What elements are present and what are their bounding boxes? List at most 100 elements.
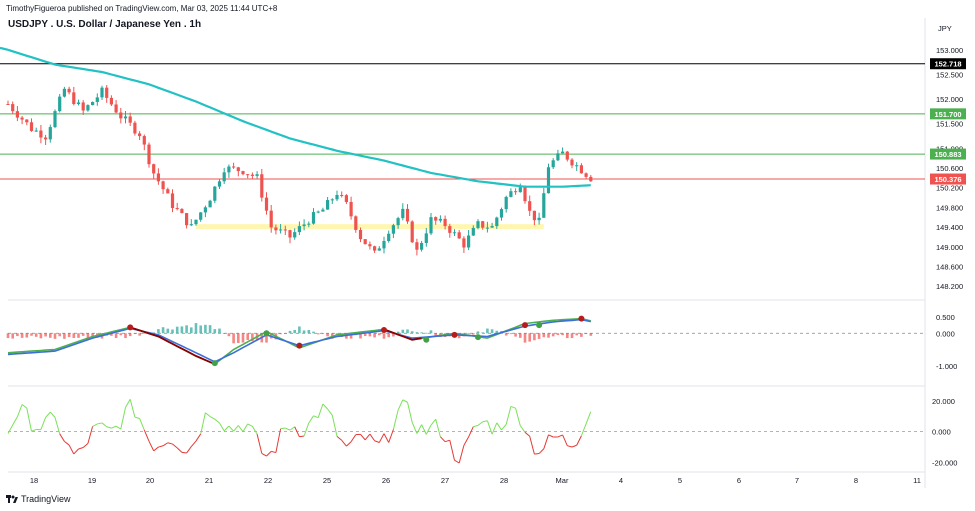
- price-tag-bg: [930, 148, 966, 160]
- oscillator-segment: [538, 448, 545, 454]
- macd-histogram-bar: [396, 331, 400, 334]
- currency-label: JPY: [938, 24, 952, 33]
- tradingview-brand[interactable]: TradingView: [6, 494, 71, 504]
- time-tick-label: 21: [205, 476, 213, 485]
- macd-histogram-bar: [237, 333, 240, 343]
- price-tag-label: 151.700: [934, 110, 961, 119]
- oscillator-segment: [223, 425, 230, 432]
- candle-body: [105, 87, 109, 98]
- oscillator-segment: [73, 448, 79, 455]
- macd-histogram-bar: [279, 333, 282, 335]
- cross-marker: [536, 322, 543, 329]
- price-tick-label: 150.600: [936, 164, 963, 173]
- macd-histogram-bar: [218, 328, 221, 334]
- candle-body: [499, 209, 504, 218]
- candle-body: [420, 243, 424, 250]
- candle-body: [100, 87, 104, 98]
- macd-histogram-bar: [222, 333, 226, 334]
- macd-histogram-bar: [363, 333, 367, 337]
- oscillator-segment: [425, 424, 432, 435]
- oscillator-segment: [214, 418, 220, 424]
- candle-body: [246, 174, 250, 176]
- price-tick-label: 148.600: [936, 262, 963, 271]
- candle-body: [514, 191, 518, 193]
- oscillator-segment: [473, 424, 479, 428]
- candle-body: [556, 153, 560, 161]
- oscillator-segment: [219, 422, 225, 432]
- oscillator-segment: [45, 411, 51, 418]
- oscillator-segment: [139, 418, 145, 431]
- macd-histogram-bar: [528, 333, 531, 342]
- candle-body: [123, 116, 128, 119]
- candle-body: [222, 172, 226, 182]
- candle-body: [72, 92, 76, 105]
- candle-body: [91, 101, 95, 106]
- oscillator-segment: [454, 459, 460, 464]
- oscillator-segment: [92, 423, 98, 427]
- oscillator-segment: [49, 411, 56, 418]
- candle-body: [452, 232, 457, 234]
- macd-histogram-bar: [406, 329, 409, 334]
- candle-body: [528, 201, 532, 211]
- oscillator-segment: [505, 406, 512, 425]
- candle-body: [260, 174, 264, 198]
- candle-body: [147, 144, 151, 165]
- candle-body: [161, 181, 165, 190]
- macd-histogram-bar: [495, 330, 499, 334]
- candle-body: [405, 208, 410, 222]
- macd-histogram-bar: [547, 333, 550, 338]
- candle-body: [288, 230, 292, 238]
- macd-histogram-bar: [349, 333, 353, 339]
- oscillator-segment: [134, 416, 140, 419]
- candle-body: [396, 218, 400, 226]
- oscillator-segment: [200, 412, 206, 435]
- symbol-title[interactable]: USDJPY . U.S. Dollar / Japanese Yen . 1h: [8, 19, 202, 30]
- oscillator-segment: [557, 434, 563, 438]
- macd-histogram-bar: [190, 327, 193, 334]
- price-tag-label: 150.376: [934, 175, 961, 184]
- oscillator-segment: [402, 399, 408, 403]
- candle-body: [373, 246, 377, 251]
- candle-body: [316, 211, 320, 213]
- candle-body: [250, 174, 254, 176]
- oscillator-segment: [129, 399, 136, 418]
- macd-line: [7, 318, 591, 363]
- candle-body: [321, 209, 325, 212]
- price-tag-bg: [930, 173, 966, 185]
- macd-histogram-bar: [246, 333, 249, 341]
- oscillator-segment: [571, 444, 577, 448]
- candle-body: [589, 176, 593, 182]
- time-tick-label: Mar: [556, 476, 569, 485]
- oscillator-segment: [308, 415, 314, 424]
- macd-histogram-bar: [39, 333, 43, 339]
- candle-body: [546, 167, 551, 194]
- candle-body: [391, 225, 395, 234]
- candle-body: [354, 216, 358, 230]
- macd-histogram-bar: [91, 333, 94, 338]
- candle-body: [481, 221, 485, 228]
- macd-histogram-bar: [359, 333, 362, 339]
- candle-body: [114, 104, 118, 113]
- oscillator-segment: [237, 425, 244, 432]
- oscillator-segment: [331, 415, 338, 437]
- macd-histogram-bar: [175, 326, 179, 334]
- candle-body: [189, 224, 193, 226]
- candle-body: [462, 238, 466, 248]
- macd-histogram-bar: [119, 333, 123, 336]
- oscillator-segment: [280, 427, 286, 430]
- candle-body: [307, 223, 311, 225]
- candle-body: [349, 201, 353, 217]
- price-tag-label: 152.718: [934, 60, 961, 69]
- time-tick-label: 6: [737, 476, 741, 485]
- oscillator-segment: [322, 403, 328, 410]
- candle-body: [368, 244, 372, 247]
- candle-body: [575, 165, 579, 167]
- price-tick-label: 150.200: [936, 184, 963, 193]
- candle-body: [166, 189, 170, 194]
- macd-tick-label: 0.000: [936, 329, 955, 338]
- macd-histogram-bar: [63, 333, 66, 339]
- oscillator-segment: [12, 416, 18, 426]
- oscillator-segment: [486, 420, 493, 435]
- oscillator-segment: [519, 425, 526, 433]
